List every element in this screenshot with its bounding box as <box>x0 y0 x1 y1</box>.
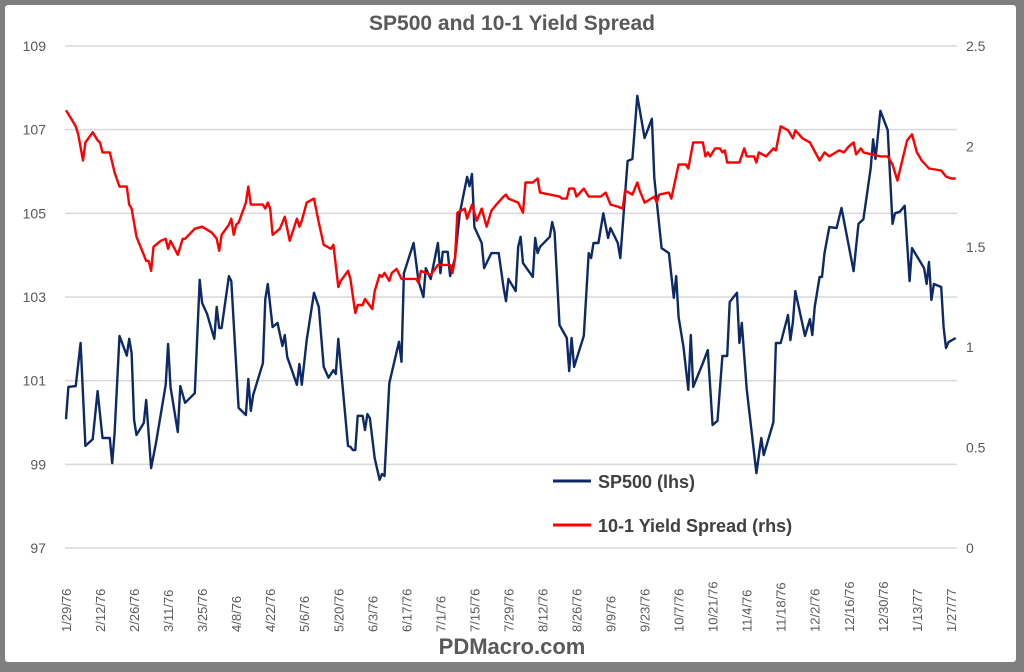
x-tick-label: 12/30/76 <box>876 581 891 632</box>
x-tick-label: 9/23/76 <box>638 589 653 632</box>
chart-panel <box>5 5 1016 662</box>
left-tick-label: 107 <box>23 122 47 138</box>
x-tick-label: 1/27/77 <box>944 589 959 632</box>
x-tick-label: 3/25/76 <box>195 589 210 632</box>
left-tick-label: 99 <box>30 456 46 472</box>
x-tick-label: 7/15/76 <box>467 589 482 632</box>
x-tick-label: 1/29/76 <box>59 589 74 632</box>
x-tick-label: 5/20/76 <box>331 589 346 632</box>
left-tick-label: 103 <box>23 289 47 305</box>
x-tick-label: 12/2/76 <box>808 589 823 632</box>
left-tick-label: 109 <box>23 38 47 54</box>
series-lines <box>64 94 957 481</box>
legend-label-sp500: SP500 (lhs) <box>598 472 695 492</box>
x-tick-label: 7/29/76 <box>501 589 516 632</box>
x-tick-label: 10/7/76 <box>672 589 687 632</box>
right-tick-label: 1 <box>966 339 974 355</box>
chart-title: SP500 and 10-1 Yield Spread <box>369 12 655 35</box>
x-tick-label: 12/16/76 <box>842 581 857 632</box>
x-tick-label: 9/9/76 <box>604 596 619 632</box>
legend-label-spread: 10-1 Yield Spread (rhs) <box>598 516 792 536</box>
x-axis-ticks: 1/29/76 2/12/76 2/26/76 3/11/76 3/25/76 4/8/7… <box>59 581 959 632</box>
x-tick-label: 4/8/76 <box>229 596 244 632</box>
x-tick-label: 1/13/77 <box>910 589 925 632</box>
yield-spread-line <box>64 109 956 315</box>
x-tick-label: 2/12/76 <box>93 589 108 632</box>
x-tick-label: 10/21/76 <box>706 581 721 632</box>
gridlines <box>65 45 957 549</box>
x-tick-label: 6/3/76 <box>365 596 380 632</box>
left-tick-label: 105 <box>23 205 47 221</box>
x-tick-label: 8/12/76 <box>535 589 550 632</box>
left-axis-ticks: 97 99 101 103 105 107 109 <box>23 38 47 556</box>
right-tick-label: 2 <box>966 138 974 154</box>
sp500-line <box>64 94 957 481</box>
x-tick-label: 4/22/76 <box>263 589 278 632</box>
x-tick-label: 2/26/76 <box>127 589 142 632</box>
right-tick-label: 2.5 <box>966 38 986 54</box>
x-tick-label: 5/6/76 <box>297 596 312 632</box>
x-tick-label: 11/4/76 <box>740 590 755 632</box>
right-tick-label: 0 <box>966 540 974 556</box>
right-tick-label: 0.5 <box>966 440 986 456</box>
left-tick-label: 97 <box>30 540 46 556</box>
x-tick-label: 8/26/76 <box>570 589 585 632</box>
x-tick-label: 11/18/76 <box>774 582 789 632</box>
legend: SP500 (lhs) 10-1 Yield Spread (rhs) <box>553 472 792 536</box>
x-tick-label: 3/11/76 <box>161 590 176 632</box>
left-tick-label: 101 <box>23 373 47 389</box>
brand-footer: PDMacro.com <box>439 634 586 659</box>
x-tick-label: 6/17/76 <box>399 589 414 632</box>
right-axis-ticks: 0 0.5 1 1.5 2 2.5 <box>966 38 986 556</box>
right-tick-label: 1.5 <box>966 239 986 255</box>
x-tick-label: 7/1/76 <box>433 596 448 632</box>
